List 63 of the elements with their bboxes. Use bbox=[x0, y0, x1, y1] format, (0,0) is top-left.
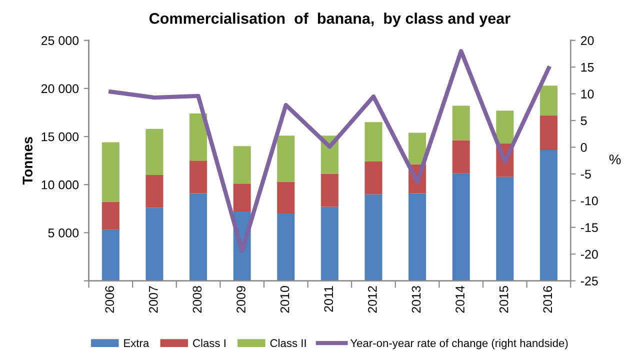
y-axis-title: Tonnes bbox=[22, 136, 33, 185]
y2-tick-label: 10 bbox=[581, 90, 594, 98]
x-tick-label: 2009 bbox=[236, 286, 246, 313]
bar bbox=[452, 173, 470, 281]
bar bbox=[364, 122, 382, 162]
bar bbox=[233, 184, 251, 212]
legend-label: Class I bbox=[193, 338, 226, 348]
bar bbox=[190, 113, 208, 161]
bar bbox=[146, 175, 164, 208]
bar bbox=[102, 230, 120, 281]
bar bbox=[364, 162, 382, 194]
bar bbox=[320, 174, 338, 207]
x-tick-label: 2014 bbox=[456, 286, 464, 313]
y-tick-label: 25 000 bbox=[41, 36, 79, 46]
x-tick-label: 2011 bbox=[324, 286, 334, 312]
bar bbox=[102, 142, 120, 202]
bar bbox=[320, 206, 338, 281]
y-tick-label: 5 000 bbox=[48, 228, 79, 238]
y2-tick-label: -20 bbox=[580, 250, 598, 259]
y-tick-label: 10 000 bbox=[42, 180, 79, 190]
bar bbox=[102, 202, 120, 230]
x-tick-label: 2006 bbox=[105, 286, 114, 313]
legend-label: Extra bbox=[124, 339, 150, 348]
y2-tick-label: -25 bbox=[580, 276, 598, 286]
bar bbox=[408, 193, 426, 281]
y2-tick-label: -5 bbox=[580, 170, 591, 179]
x-tick-label: 2008 bbox=[192, 286, 202, 313]
bar bbox=[364, 194, 382, 281]
bar bbox=[452, 106, 470, 140]
bar bbox=[277, 136, 295, 182]
x-tick-label: 2012 bbox=[368, 286, 377, 313]
bar bbox=[190, 193, 208, 281]
x-tick-label: 2007 bbox=[148, 286, 158, 313]
bar bbox=[540, 150, 558, 281]
bar bbox=[496, 176, 514, 281]
y2-tick-label: 15 bbox=[581, 63, 594, 72]
bar bbox=[233, 146, 251, 184]
bar bbox=[452, 140, 470, 174]
bar bbox=[146, 208, 164, 281]
bar bbox=[540, 86, 558, 116]
y2-tick-label: -15 bbox=[580, 223, 598, 232]
y2-tick-label: 20 bbox=[580, 36, 594, 46]
bar bbox=[540, 115, 558, 150]
legend-label: Class II bbox=[270, 338, 306, 348]
bar bbox=[408, 132, 426, 164]
bar bbox=[277, 182, 295, 214]
legend-label: Year-on-year rate of change (right handside) bbox=[350, 338, 568, 350]
line-series bbox=[108, 48, 551, 253]
x-tick-label: 2016 bbox=[543, 286, 552, 313]
bar bbox=[146, 128, 164, 176]
x-tick-label: 2010 bbox=[280, 286, 290, 313]
x-tick-label: 2013 bbox=[412, 286, 421, 313]
y-tick-label: 15 000 bbox=[42, 132, 79, 142]
bar bbox=[496, 110, 514, 144]
x-tick-label: 2015 bbox=[499, 286, 508, 313]
y2-tick-label: 5 bbox=[580, 116, 587, 126]
y-tick-label: 20 000 bbox=[41, 84, 79, 94]
bar bbox=[277, 213, 295, 281]
chart-title: Commercialisation of banana, by class and year bbox=[149, 12, 510, 27]
y2-axis-title: % bbox=[609, 154, 621, 164]
y2-tick-label: 0 bbox=[580, 143, 587, 152]
bar bbox=[190, 160, 208, 194]
y2-tick-label: -10 bbox=[580, 196, 598, 206]
